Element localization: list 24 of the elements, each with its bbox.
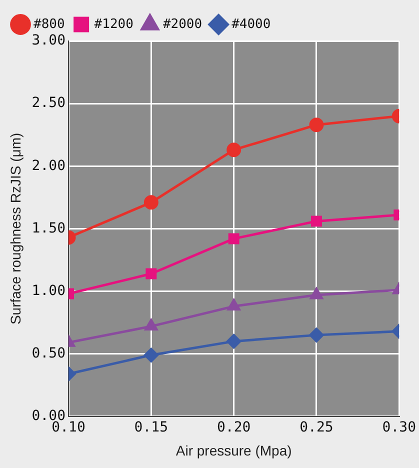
point [309, 118, 324, 132]
point [310, 288, 323, 300]
x-tick-label: 0.15 [134, 419, 168, 436]
legend-label: #1200 [94, 16, 134, 32]
y-tick-label: 2.50 [32, 95, 66, 112]
legend-label: #800 [34, 16, 65, 32]
point [226, 334, 242, 349]
point [227, 299, 240, 311]
point [228, 233, 240, 244]
y-tick-label: 1.50 [32, 220, 66, 236]
legend-label: #2000 [162, 16, 202, 32]
x-axis-title: Air pressure (Mpa) [176, 442, 292, 458]
point [226, 142, 242, 158]
y-tick-label: 1.00 [32, 282, 66, 299]
y-axis-title: Surface roughness RzJIS (μm) [7, 132, 24, 325]
x-tick-label: 0.20 [216, 419, 251, 436]
x-tick-label: 0.30 [382, 419, 416, 436]
y-tick-label: 2.00 [32, 158, 66, 174]
y-tick-label: 3.00 [32, 32, 66, 49]
x-tick-label: 0.25 [300, 419, 334, 436]
point [310, 216, 322, 227]
y-tick-label: 0.50 [32, 345, 66, 362]
legend-label: #4000 [232, 16, 271, 32]
point [309, 328, 324, 342]
